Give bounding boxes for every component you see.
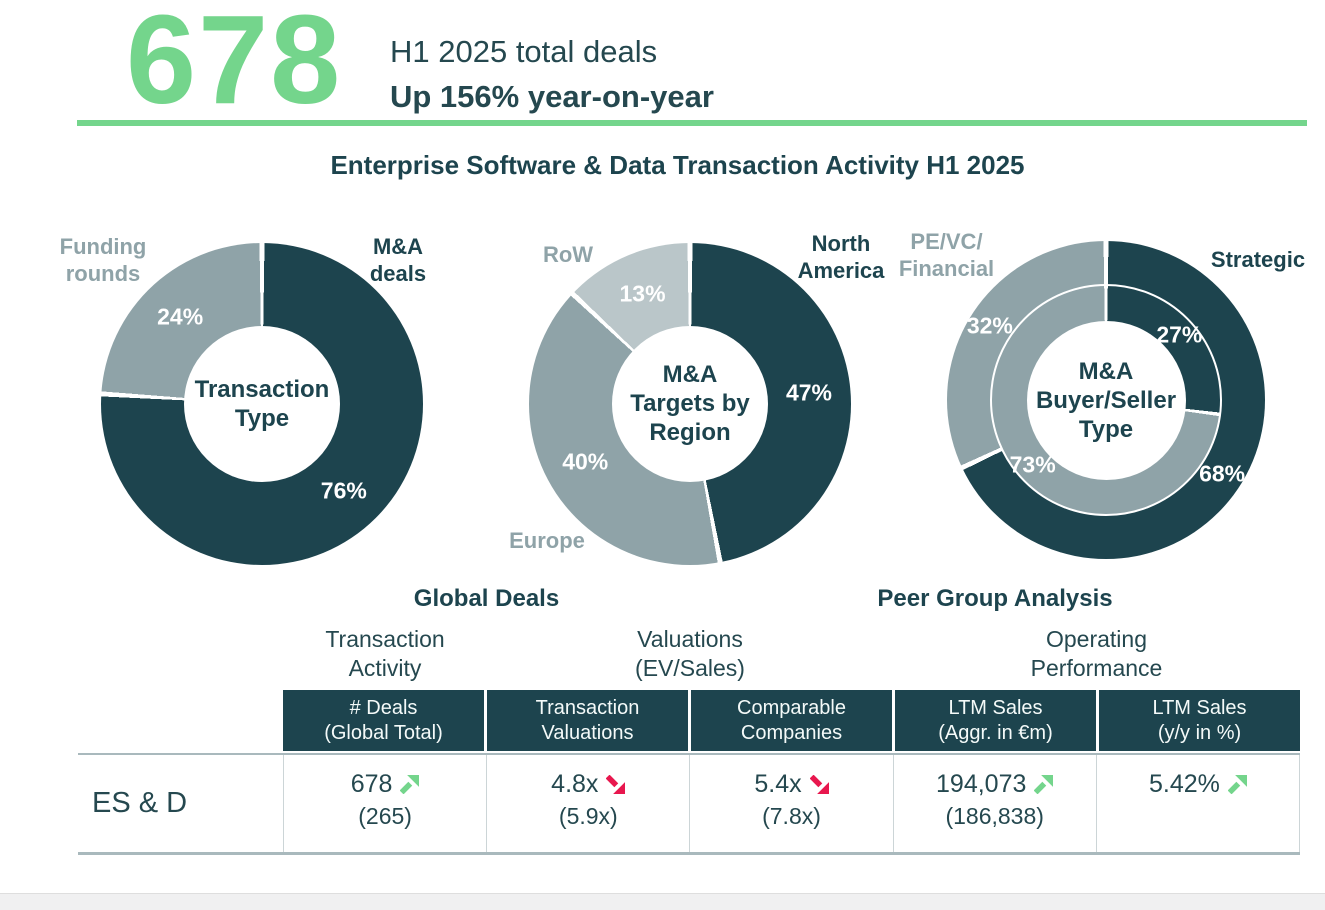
trend-up-icon	[1227, 775, 1247, 794]
trend-up-icon	[400, 775, 420, 794]
slice-label: 47%	[785, 379, 833, 406]
cell-ltm-sales-yy: 5.42%	[1095, 755, 1301, 852]
comparable-companies-value: 5.4x	[754, 770, 802, 798]
cell-deals: 678 (265)	[283, 755, 486, 852]
label-row: RoW	[542, 242, 594, 267]
cell-comparable-companies: 5.4x (7.8x)	[689, 755, 892, 852]
slice-label: 68%	[1199, 460, 1246, 487]
label-mna-deals: M&A deals	[369, 234, 427, 286]
header-subtitle: H1 2025 total deals	[390, 34, 658, 69]
transaction-valuation-value: 4.8x	[551, 770, 599, 798]
subheader-valuations: Valuations (EV/Sales)	[635, 626, 745, 681]
slice-label: 32%	[966, 312, 1013, 339]
label-pevc-financial: PE/VC/ Financial	[898, 229, 995, 281]
label-funding-rounds: Funding rounds	[59, 234, 147, 286]
column-header-ltm-sales-yy: LTM Sales (y/y in %)	[1099, 690, 1300, 751]
donut-targets-by-region: M&A Targets by Region 47% 40% 13%	[529, 243, 851, 565]
page-title: Enterprise Software & Data Transaction A…	[330, 150, 1025, 180]
ltm-sales-yy-value: 5.42%	[1148, 770, 1220, 798]
donut-center-label: Transaction Type	[183, 325, 341, 483]
row-label-esd: ES & D	[92, 787, 188, 819]
column-header-deals: # Deals (Global Total)	[283, 690, 484, 751]
slice-label: 40%	[562, 448, 609, 475]
table-row: ES & D 678 (265) 4.8x (5.9x) 5.4x (7.8x)…	[78, 753, 1301, 855]
slice-label: 73%	[1009, 451, 1056, 478]
page-edge	[0, 893, 1325, 910]
column-header-ltm-sales-aggr: LTM Sales (Aggr. in €m)	[895, 690, 1096, 751]
section-global-deals: Global Deals	[413, 585, 560, 612]
table-header-row: # Deals (Global Total) Transaction Valua…	[283, 690, 1300, 751]
subheader-operating-performance: Operating Performance	[1030, 626, 1163, 681]
charts-row: Funding rounds M&A deals RoW North Ameri…	[0, 225, 1325, 595]
trend-down-icon	[809, 775, 829, 794]
column-header-comparable-companies: Comparable Companies	[691, 690, 892, 751]
donut-buyer-seller-type: M&A Buyer/Seller Type 68% 32% 27% 73%	[947, 241, 1265, 559]
trend-up-icon	[1034, 775, 1054, 794]
cell-ltm-sales-aggr: 194,073 (186,838)	[892, 755, 1096, 852]
comparable-companies-prior: (7.8x)	[762, 803, 821, 829]
column-header-transaction-valuations: Transaction Valuations	[487, 690, 688, 751]
subheader-transaction-activity: Transaction Activity	[325, 626, 445, 681]
label-strategic: Strategic	[1210, 247, 1306, 272]
header-growth: Up 156% year-on-year	[390, 79, 714, 114]
total-deals-number: 678	[126, 0, 343, 130]
ltm-sales-aggr-value: 194,073	[936, 770, 1027, 798]
slice-label: 24%	[157, 303, 204, 330]
cell-transaction-valuations: 4.8x (5.9x)	[486, 755, 689, 852]
deals-prior: (265)	[358, 803, 412, 829]
deals-value: 678	[350, 770, 393, 798]
slice-label: 27%	[1156, 321, 1203, 348]
slice-label: 76%	[320, 477, 367, 504]
ltm-sales-aggr-prior: (186,838)	[945, 803, 1044, 829]
transaction-valuation-prior: (5.9x)	[558, 803, 618, 829]
section-peer-group: Peer Group Analysis	[877, 585, 1113, 612]
label-north-america: North America	[797, 231, 885, 283]
trend-down-icon	[606, 775, 626, 794]
donut-transaction-type: Transaction Type 76% 24%	[101, 243, 423, 565]
accent-divider	[77, 120, 1307, 126]
donut-center-label: M&A Buyer/Seller Type	[1026, 320, 1186, 480]
label-europe: Europe	[509, 528, 585, 553]
donut-center-label: M&A Targets by Region	[611, 325, 769, 483]
slice-label: 13%	[619, 280, 666, 307]
